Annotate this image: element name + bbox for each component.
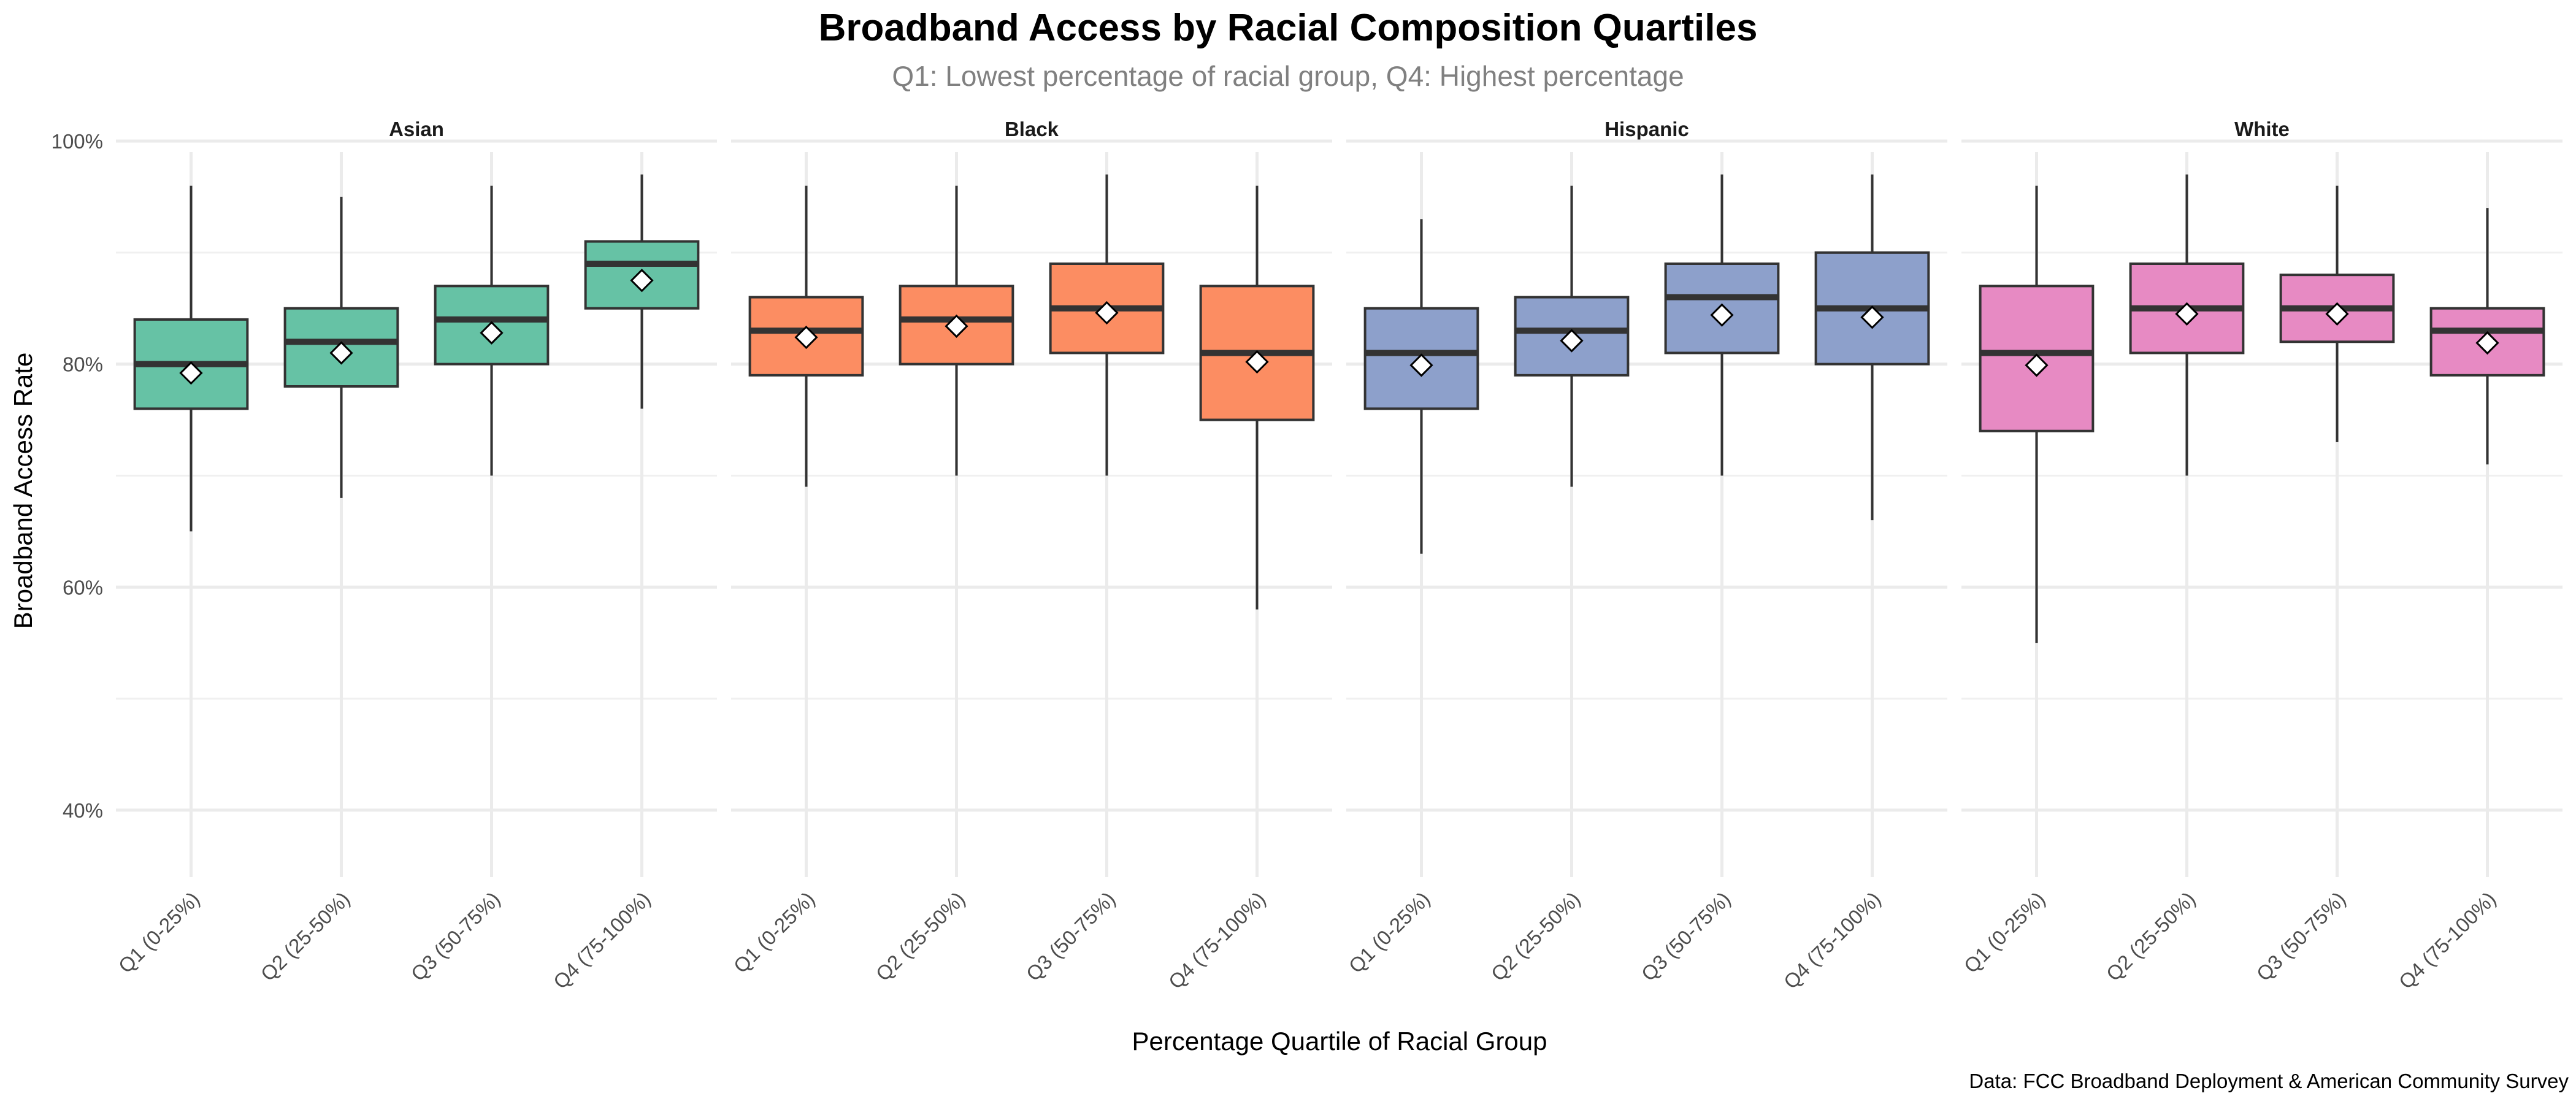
mean-marker [630,269,654,293]
mean-marker [2025,353,2049,377]
x-tick-label: Q2 (25-50%) [872,887,970,986]
x-axis-label: Percentage Quartile of Racial Group [1132,1027,1547,1056]
facet-panels: Asian Q1 (0-25%) Q2 (25-50%) Q3 (50-75%) Q4 … [114,118,2563,994]
mean-marker [1560,329,1584,353]
y-axis-label: Broadband Access Rate [9,353,37,629]
x-tick-label: Q3 (50-75%) [407,887,505,986]
boxplot-asian-q1 [133,185,249,532]
facet-panel-black: Black Q1 (0-25%) Q2 (25-50%) Q3 (50-75%) Q4 … [729,118,1332,994]
facet-panel-white: White Q1 (0-25%) Q2 (25-50%) Q3 (50-75%) Q4 … [1960,118,2563,994]
boxplot-white-q4 [2429,208,2545,465]
x-tick-label: Q3 (50-75%) [2252,887,2350,986]
y-tick-label: 60% [63,576,103,599]
mean-marker [1409,353,1433,377]
x-tick-label: Q3 (50-75%) [1637,887,1735,986]
mean-marker [480,321,504,345]
mean-marker [1095,301,1119,325]
boxplot-white-q3 [2279,185,2395,442]
caption: Data: FCC Broadband Deployment & America… [1969,1070,2569,1092]
x-tick-label: Q4 (75-100%) [549,887,655,994]
x-tick-label: Q2 (25-50%) [1487,887,1585,986]
x-tick-label: Q4 (75-100%) [2394,887,2501,994]
facet-strip-label: White [2234,118,2290,140]
mean-marker [945,314,968,338]
x-tick-label: Q3 (50-75%) [1022,887,1120,986]
mean-marker [1710,303,1734,327]
boxplot-white-q1 [1979,185,2095,643]
mean-marker [179,361,203,385]
mean-marker [2475,331,2499,355]
x-tick-label: Q1 (0-25%) [1960,887,2050,978]
facet-panel-hispanic: Hispanic Q1 (0-25%) Q2 (25-50%) Q3 (50-75%)… [1344,118,1947,994]
boxplot-white-q2 [2129,174,2245,476]
y-tick-label: 40% [63,799,103,822]
x-tick-label: Q4 (75-100%) [1779,887,1885,994]
boxplot-asian-q4 [584,174,700,409]
boxplot-black-q1 [748,185,864,487]
boxplot-hispanic-q1 [1363,219,1479,554]
facet-strip-label: Asian [389,118,444,140]
boxplot-black-q3 [1049,174,1165,476]
x-tick-label: Q1 (0-25%) [729,887,819,978]
x-tick-label: Q4 (75-100%) [1164,887,1270,994]
facet-panel-asian: Asian Q1 (0-25%) Q2 (25-50%) Q3 (50-75%) Q4 … [114,118,717,994]
boxplot-asian-q2 [283,196,399,498]
x-tick-label: Q2 (25-50%) [2102,887,2200,986]
mean-marker [794,325,818,350]
boxplot-black-q4 [1199,185,1315,610]
box [283,307,399,388]
boxplot-hispanic-q4 [1814,174,1930,521]
x-tick-label: Q1 (0-25%) [114,887,204,978]
y-axis: 40% 60% 80% 100% [52,130,103,822]
mean-marker [329,341,353,365]
x-tick-label: Q1 (0-25%) [1344,887,1435,978]
x-tick-label: Q2 (25-50%) [256,887,355,986]
mean-marker [2175,302,2199,326]
y-tick-label: 100% [52,130,103,153]
boxplot-asian-q3 [434,185,550,476]
boxplot-hispanic-q3 [1664,174,1780,476]
chart-title: Broadband Access by Racial Composition Q… [819,7,1758,49]
boxplot-black-q2 [899,185,1014,476]
mean-marker [2325,302,2349,326]
facet-strip-label: Black [1005,118,1059,140]
boxplot-hispanic-q2 [1514,185,1630,487]
y-tick-label: 80% [63,353,103,376]
chart-subtitle: Q1: Lowest percentage of racial group, Q… [892,60,1684,92]
mean-marker [1245,350,1269,374]
mean-marker [1860,305,1884,329]
facet-strip-label: Hispanic [1604,118,1689,140]
